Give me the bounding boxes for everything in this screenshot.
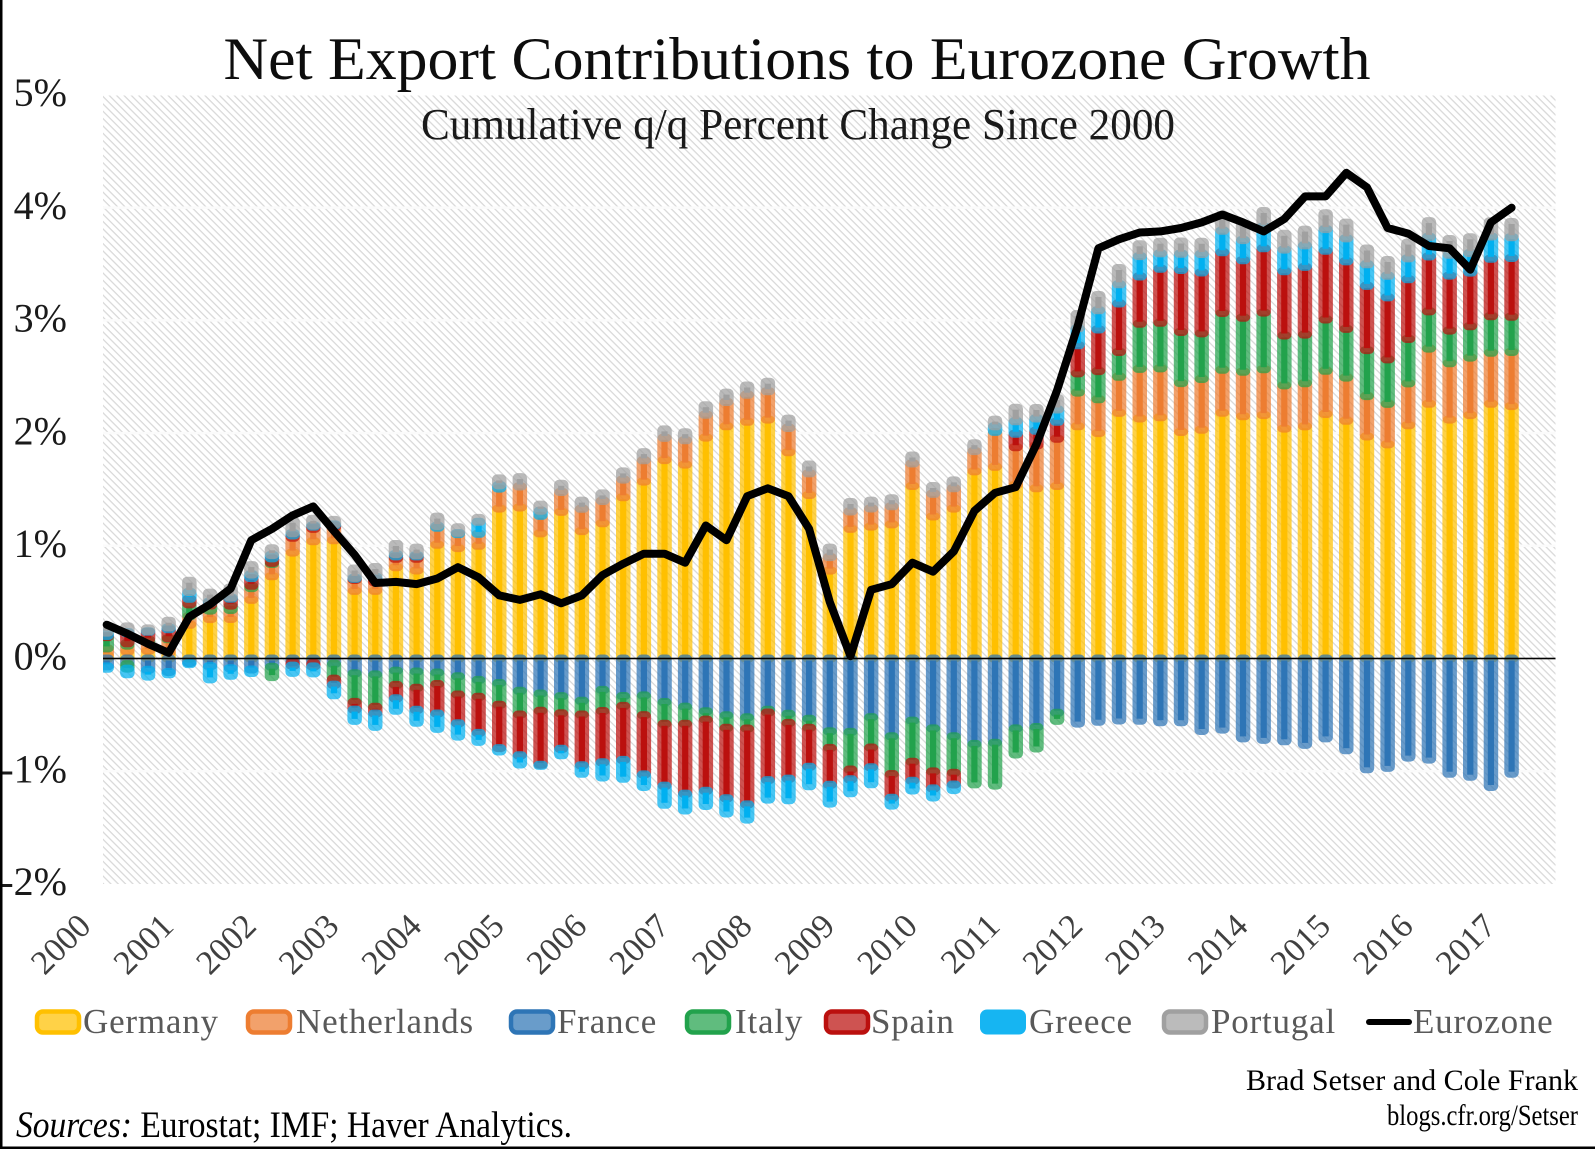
- svg-text:5%: 5%: [14, 70, 67, 115]
- svg-text:Brad Setser and Cole Frank: Brad Setser and Cole Frank: [1246, 1064, 1578, 1097]
- svg-text:4%: 4%: [14, 183, 67, 228]
- svg-text:Cumulative q/q Percent Change: Cumulative q/q Percent Change Since 2000: [421, 100, 1175, 149]
- svg-text:Spain: Spain: [871, 1002, 955, 1041]
- svg-text:0%: 0%: [14, 634, 67, 679]
- svg-text:2%: 2%: [14, 408, 67, 453]
- svg-text:Greece: Greece: [1029, 1002, 1133, 1041]
- svg-text:Net Export Contributions to Eu: Net Export Contributions to Eurozone Gro…: [224, 26, 1371, 92]
- svg-text:1%: 1%: [14, 521, 67, 566]
- svg-text:Netherlands: Netherlands: [296, 1002, 474, 1041]
- svg-text:Italy: Italy: [735, 1002, 803, 1041]
- svg-text:blogs.cfr.org/Setser: blogs.cfr.org/Setser: [1387, 1099, 1578, 1132]
- svg-text:-2%: -2%: [0, 859, 67, 904]
- svg-text:Sources: Eurostat; IMF; Haver: Sources: Eurostat; IMF; Haver Analytics.: [16, 1105, 572, 1146]
- svg-text:France: France: [557, 1002, 657, 1041]
- svg-text:-1%: -1%: [0, 746, 67, 791]
- svg-text:Eurozone: Eurozone: [1413, 1002, 1554, 1041]
- svg-text:Germany: Germany: [83, 1002, 219, 1041]
- svg-text:3%: 3%: [14, 296, 67, 341]
- svg-text:Portugal: Portugal: [1211, 1002, 1336, 1041]
